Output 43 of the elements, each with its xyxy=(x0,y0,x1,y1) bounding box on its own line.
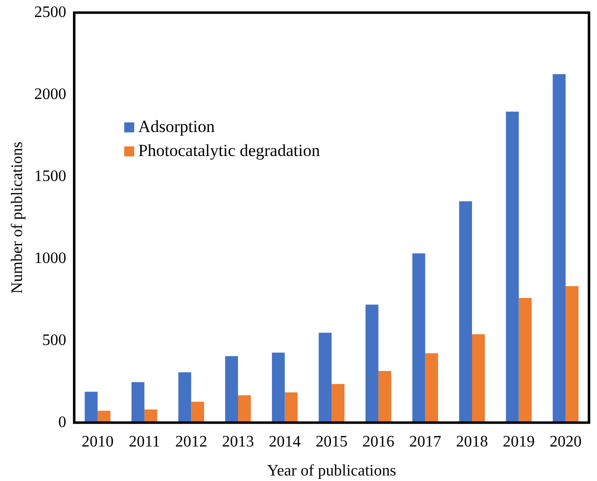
x-tick-label: 2010 xyxy=(82,433,114,450)
x-tick-label: 2019 xyxy=(502,433,535,450)
bar xyxy=(378,370,392,423)
legend-label: Photocatalytic degradation xyxy=(138,140,320,160)
x-tick-label: 2017 xyxy=(409,433,442,450)
y-tick-label: 0 xyxy=(58,414,66,431)
y-tick-label: 500 xyxy=(42,332,66,349)
bar xyxy=(412,253,426,423)
x-tick-label: 2014 xyxy=(268,433,301,450)
x-tick-label: 2012 xyxy=(175,433,208,450)
bar xyxy=(84,392,98,423)
bar xyxy=(238,395,251,423)
y-axis-title: Number of publications xyxy=(8,142,26,294)
y-tick-label: 1500 xyxy=(34,168,66,185)
y-tick-label: 2500 xyxy=(34,4,66,21)
x-tick-label: 2011 xyxy=(128,433,160,450)
bar xyxy=(472,334,485,423)
x-tick-label: 2013 xyxy=(222,433,254,450)
x-tick-label: 2020 xyxy=(550,433,582,450)
bar xyxy=(272,352,285,423)
bar xyxy=(552,74,566,423)
x-tick-label: 2018 xyxy=(456,433,488,450)
bar xyxy=(566,286,578,423)
bar xyxy=(178,372,192,423)
bar xyxy=(425,353,438,423)
bar xyxy=(191,402,204,423)
bar xyxy=(518,298,532,423)
x-tick-label: 2016 xyxy=(362,433,394,450)
bar xyxy=(459,201,472,423)
bar xyxy=(98,410,110,423)
bar xyxy=(318,332,332,423)
legend-label: Adsorption xyxy=(138,116,216,136)
bar xyxy=(132,382,144,423)
bar xyxy=(506,112,519,423)
x-tick-label: 2015 xyxy=(316,433,348,450)
bar xyxy=(284,392,298,423)
bar xyxy=(144,409,158,423)
x-axis-title: Year of publications xyxy=(267,462,396,480)
y-tick-label: 2000 xyxy=(34,86,66,103)
bar xyxy=(225,356,238,423)
y-tick-label: 1000 xyxy=(34,250,66,267)
bar xyxy=(366,304,378,423)
bar xyxy=(332,384,344,423)
